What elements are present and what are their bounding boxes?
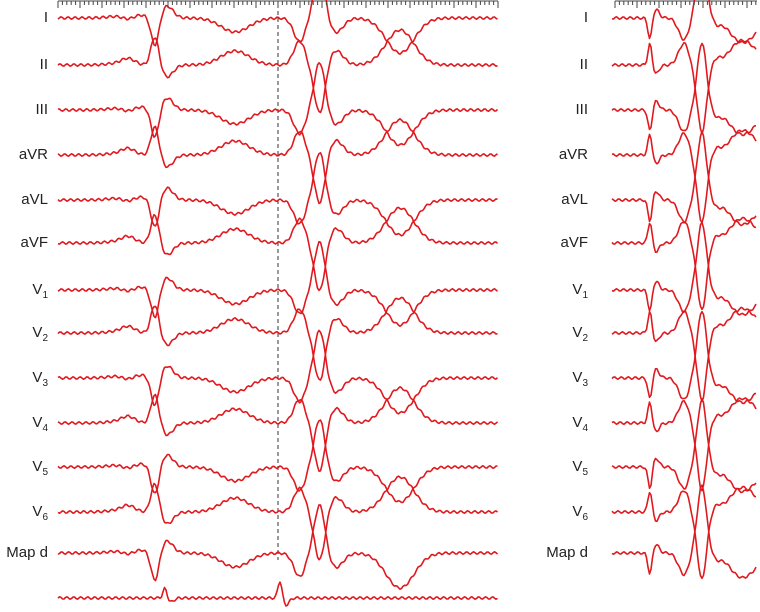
lead-name: V <box>32 369 42 386</box>
ecg-trace <box>57 62 499 147</box>
ecg-trace <box>57 386 499 472</box>
ecg-trace <box>611 130 757 227</box>
lead-subscript: 1 <box>42 290 48 301</box>
lead-name: Map d <box>546 544 588 561</box>
lead-name: V <box>572 281 582 298</box>
lead-name: aVF <box>560 234 588 251</box>
lead-label: aVF <box>560 234 588 251</box>
lead-label: V4 <box>572 414 588 434</box>
lead-subscript: 5 <box>42 467 48 478</box>
lead-name: I <box>44 9 48 26</box>
lead-name: V <box>32 503 42 520</box>
lead-name: V <box>32 281 42 298</box>
ecg-trace <box>611 216 757 311</box>
ecg-trace <box>611 306 757 403</box>
ecg-trace <box>57 28 498 114</box>
lead-name: II <box>580 56 588 73</box>
lead-name: II <box>40 56 48 73</box>
lead-subscript: 3 <box>582 378 588 389</box>
ecg-trace <box>57 329 499 415</box>
lead-subscript: 4 <box>42 423 48 434</box>
traces <box>57 0 757 607</box>
lead-label: V4 <box>32 414 48 434</box>
ecg-trace <box>611 485 757 580</box>
lead-label: aVL <box>21 191 48 208</box>
lead-name: aVF <box>20 234 48 251</box>
ecg-trace <box>611 397 757 494</box>
lead-label: III <box>35 101 48 118</box>
ecg-trace <box>611 129 757 224</box>
lead-name: V <box>572 324 582 341</box>
lead-label: III <box>575 101 588 118</box>
lead-name: III <box>35 101 48 118</box>
lead-name: aVL <box>21 191 48 208</box>
ecg-trace <box>611 397 757 492</box>
lead-subscript: 5 <box>582 467 588 478</box>
lead-name: I <box>584 9 588 26</box>
lead-label: V5 <box>572 458 588 478</box>
lead-subscript: 6 <box>42 512 48 523</box>
lead-name: V <box>32 324 42 341</box>
ecg-trace <box>57 504 499 590</box>
ecg-trace <box>57 581 498 607</box>
lead-label: V1 <box>32 281 48 301</box>
lead-label: aVL <box>561 191 588 208</box>
lead-subscript: 2 <box>582 333 588 344</box>
lead-subscript: 3 <box>42 378 48 389</box>
ecg-trace <box>57 0 498 55</box>
lead-label: V6 <box>572 503 588 523</box>
lead-label: V2 <box>32 324 48 344</box>
ecg-trace <box>611 310 757 405</box>
ecg-trace <box>612 0 757 44</box>
lead-label: aVR <box>19 146 48 163</box>
lead-label: Map d <box>546 544 588 561</box>
ecg-trace <box>57 419 498 504</box>
ecg-trace <box>57 152 498 237</box>
lead-subscript: 4 <box>582 423 588 434</box>
lead-label: II <box>40 56 48 73</box>
lead-subscript: 1 <box>582 290 588 301</box>
ecg-trace <box>611 484 757 579</box>
lead-name: aVL <box>561 191 588 208</box>
lead-label: V5 <box>32 458 48 478</box>
ecg-trace <box>611 221 757 316</box>
lead-label: Map d <box>6 544 48 561</box>
lead-name: aVR <box>559 146 588 163</box>
lead-label: I <box>44 9 48 26</box>
ecg-trace <box>57 296 498 381</box>
lead-label: II <box>580 56 588 73</box>
lead-name: V <box>572 458 582 475</box>
ecg-trace <box>611 42 757 137</box>
lead-label: V6 <box>32 503 48 523</box>
lead-label: aVR <box>559 146 588 163</box>
lead-name: V <box>572 369 582 386</box>
lead-name: V <box>572 503 582 520</box>
lead-name: III <box>575 101 588 118</box>
lead-label: V1 <box>572 281 588 301</box>
lead-name: Map d <box>6 544 48 561</box>
lead-subscript: 2 <box>42 333 48 344</box>
lead-label: V3 <box>32 369 48 389</box>
lead-subscript: 6 <box>582 512 588 523</box>
ecg-trace <box>57 206 499 292</box>
lead-name: V <box>32 414 42 431</box>
lead-label: V2 <box>572 324 588 344</box>
ecg-trace <box>57 475 498 561</box>
ecg-trace <box>57 240 498 327</box>
ecg-trace <box>611 38 757 135</box>
lead-name: V <box>32 458 42 475</box>
lead-label: aVF <box>20 234 48 251</box>
lead-label: V3 <box>572 369 588 389</box>
lead-name: aVR <box>19 146 48 163</box>
lead-label: I <box>584 9 588 26</box>
lead-name: V <box>572 414 582 431</box>
ecg-trace <box>57 118 498 205</box>
